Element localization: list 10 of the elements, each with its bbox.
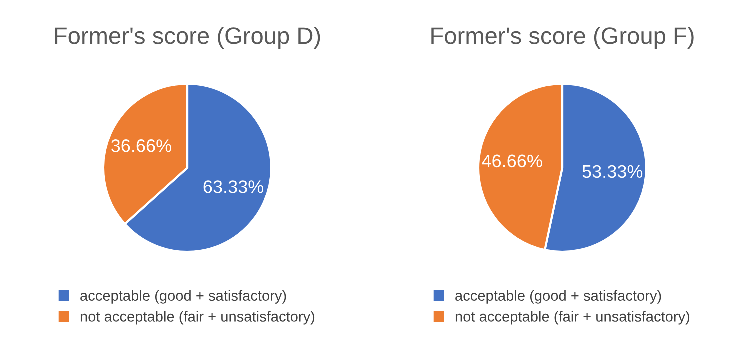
chart-title: Former's score (Group F) [432, 26, 694, 49]
legend-label: not acceptable (fair + unsatisfactory) [80, 311, 315, 325]
data-label: 53.33% [582, 165, 643, 178]
data-label: 36.66% [112, 140, 172, 152]
data-label: 46.66% [482, 154, 542, 168]
legend-label: acceptable (good + satisfactory) [80, 290, 286, 304]
legend-label: acceptable (good + satisfactory) [456, 290, 662, 304]
legend-label: not acceptable (fair + unsatisfactory) [456, 311, 690, 325]
data-label: 63.33% [204, 180, 264, 194]
chart-title: Former's score (Group D) [55, 26, 320, 49]
